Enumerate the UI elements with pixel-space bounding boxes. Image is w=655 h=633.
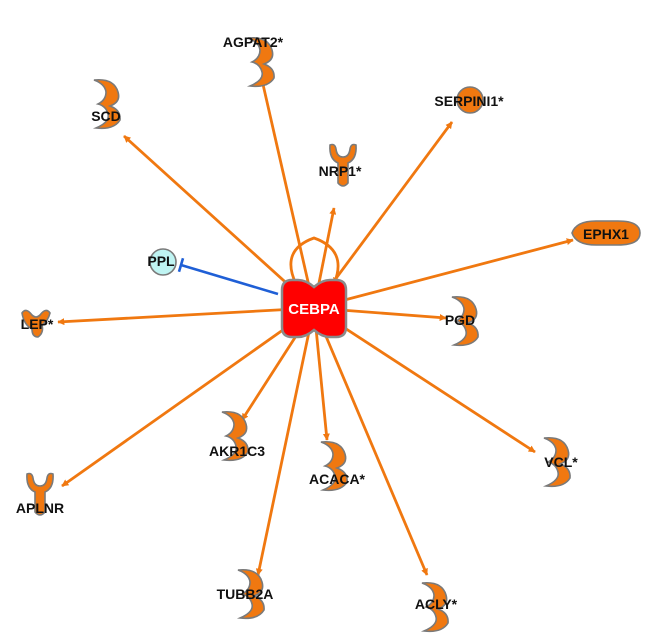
node-tubb2a[interactable]: TUBB2A [217,568,274,620]
nrp1-label: NRP1* [319,163,362,179]
akr1c3-label: AKR1C3 [209,443,265,459]
aplnr-shape [26,472,54,516]
scd-shape-group [92,78,121,130]
edge-hub-to-agpat2 [259,79,316,309]
acly-shape-group [420,581,449,633]
node-pgd[interactable]: PGD [445,295,479,347]
acaca-shape [319,440,348,492]
node-agpat2[interactable]: AGPAT2* [223,34,284,88]
hub-node[interactable]: CEBPA [280,278,348,339]
hub-shape [280,278,348,339]
ppl-shape [149,248,177,276]
nrp1-shape [329,143,357,187]
serpini1-label: SERPINI1* [434,93,504,109]
node-aplnr[interactable]: APLNR [16,472,64,517]
lep-label: LEP* [21,316,54,332]
pgd-label: PGD [445,312,475,328]
node-vcl[interactable]: VCL* [542,436,578,488]
agpat2-shape-group [246,36,275,88]
node-ephx1[interactable]: EPHX1 [571,220,641,246]
edge-hub-to-vcl [313,306,536,454]
tubb2a-shape-group [236,568,265,620]
edge-hub-to-acly [312,307,429,576]
vcl-shape [542,436,571,488]
ppl-shape-group [149,248,177,276]
pgd-shape [450,295,479,347]
ephx1-shape-group [571,220,641,246]
lep-shape [21,309,51,338]
edge-hub-to-aplnr [61,306,315,488]
ephx1-label: EPHX1 [583,226,629,242]
edge-hub-self-loop [289,236,340,285]
pgd-shape-group [450,295,479,347]
node-scd[interactable]: SCD [91,78,121,130]
aplnr-shape-group [26,472,54,516]
nrp1-shape-group [329,143,357,187]
edge-hub-to-lep [57,306,315,326]
edge-hub-to-tubb2a [255,307,316,576]
acly-shape [420,581,449,633]
edge-hub-to-ephx1 [313,238,574,310]
scd-shape [92,78,121,130]
lep-shape-group [21,309,51,338]
serpini1-shape [456,86,484,114]
ephx1-shape [571,220,641,246]
edge-hub-to-scd [123,134,315,310]
serpini1-shape-group [456,86,484,114]
akr1c3-shape-group [220,410,249,462]
node-acaca[interactable]: ACACA* [309,440,366,492]
node-acly[interactable]: ACLY* [415,581,458,633]
akr1c3-shape [220,410,249,462]
acaca-shape-group [319,440,348,492]
node-serpini1[interactable]: SERPINI1* [434,86,504,114]
ppl-label: PPL [147,253,175,269]
node-akr1c3[interactable]: AKR1C3 [209,410,265,462]
nodes-layer: AGPAT2* SCD SERPINI1* NRP1* EPHX1 PPL LEP* PGD A… [16,34,641,633]
tubb2a-label: TUBB2A [217,586,274,602]
vcl-shape-group [542,436,571,488]
scd-label: SCD [91,108,121,124]
agpat2-label: AGPAT2* [223,34,284,50]
edge-inhibition-bar [177,257,185,273]
acly-label: ACLY* [415,596,458,612]
node-nrp1[interactable]: NRP1* [319,143,362,187]
aplnr-label: APLNR [16,500,64,516]
edge-hub-to-ppl [180,263,279,296]
acaca-label: ACACA* [309,471,366,487]
hub-label: CEBPA [288,301,340,318]
node-lep[interactable]: LEP* [21,309,54,338]
agpat2-shape [246,36,275,88]
node-ppl[interactable]: PPL [147,248,177,276]
vcl-label: VCL* [544,454,578,470]
tubb2a-shape [236,568,265,620]
